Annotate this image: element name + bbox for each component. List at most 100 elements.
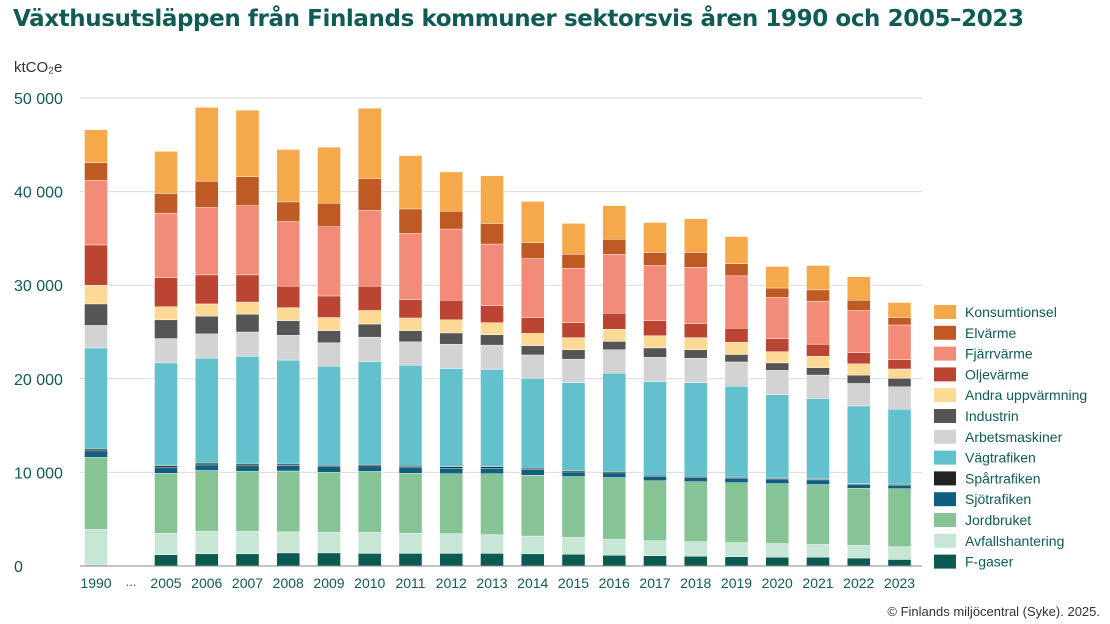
bar-segment (317, 466, 341, 473)
bar-segment (806, 484, 830, 545)
bar-segment (602, 328, 626, 342)
bar-segment (847, 299, 871, 311)
bar-segment (154, 362, 178, 467)
bar-segment (602, 477, 626, 540)
y-tick-label: 10 000 (14, 465, 63, 482)
bar-segment (602, 472, 626, 478)
bar-segment (887, 359, 912, 370)
x-tick-label: 2021 (802, 575, 833, 591)
bar-segment (480, 466, 504, 469)
bar-segment (847, 352, 871, 365)
bar-segment (480, 334, 504, 346)
bar-segment (806, 356, 830, 368)
bar-segment (154, 533, 178, 555)
bar-segment (521, 345, 545, 356)
bar-segment (235, 356, 260, 465)
bar-segment (480, 473, 504, 535)
bar-segment (439, 299, 463, 321)
bar-segment (847, 484, 871, 489)
bar-segment (806, 265, 830, 291)
bar-segment (480, 322, 504, 336)
bar-segment (154, 554, 178, 567)
bar-segment (643, 265, 667, 321)
bar-segment (602, 341, 626, 350)
bar-segment (724, 354, 749, 363)
bar-segment (480, 467, 504, 475)
bar-segment (847, 545, 871, 559)
bar-segment (765, 351, 789, 364)
bar-segment (154, 473, 178, 534)
bar-stack-2005 (154, 151, 178, 567)
bar-segment (235, 301, 260, 315)
legend-swatch (934, 513, 956, 527)
bar-segment (684, 382, 708, 477)
bar-segment (521, 467, 545, 470)
bar-segment (276, 221, 300, 287)
bar-segment (276, 531, 300, 554)
bar-segment (643, 381, 667, 476)
bar-segment (521, 469, 545, 476)
bar-segment (561, 470, 586, 473)
legend-label: Spårtrafiken (965, 470, 1040, 486)
bar-segment (358, 336, 382, 362)
bar-stack-2011 (398, 155, 423, 567)
bar-segment (154, 465, 178, 468)
bar-stack-2022 (847, 276, 871, 567)
bar-segment (887, 386, 912, 410)
x-tick-label: 2009 (313, 575, 344, 591)
bar-segment (439, 466, 463, 469)
y-tick-label: 50 000 (14, 91, 63, 108)
legend: Konsumtionsel Elvärme Fjärrvärme Oljevärme A… (934, 304, 1087, 570)
bar-segment (684, 323, 708, 338)
bar-segment (235, 274, 260, 303)
bar-segment (439, 368, 463, 467)
bar-segment (724, 482, 749, 543)
bar-stack-2013 (480, 175, 504, 567)
bar-segment (643, 555, 667, 567)
bar-segment (358, 285, 382, 311)
x-tick-label: 2008 (273, 575, 304, 591)
bar-segment (84, 325, 108, 349)
bar-segment (276, 470, 300, 533)
bar-segment (317, 317, 341, 331)
bar-segment (317, 226, 341, 297)
bar-segment (84, 180, 108, 246)
legend-label: Oljevärme (965, 366, 1029, 382)
bar-segment (765, 338, 789, 352)
bar-segment (154, 212, 178, 278)
bar-segment (602, 539, 626, 556)
bar-segment (561, 254, 586, 269)
legend-swatch (934, 346, 956, 361)
bar-segment (765, 297, 789, 339)
bar-segment (317, 552, 341, 567)
bar-segment (806, 544, 830, 558)
bar-segment (398, 233, 423, 300)
legend-swatch (934, 450, 956, 465)
bar-segment (602, 313, 626, 330)
bar-segment (806, 479, 830, 485)
bar-segment (154, 467, 178, 474)
legend-swatch (934, 367, 956, 382)
bar-stack-2017 (643, 222, 667, 567)
bar-segment (480, 175, 504, 224)
bar-segment (765, 543, 789, 558)
bar-segment (154, 319, 178, 339)
x-tick-label: 2011 (395, 575, 425, 591)
bar-segment (154, 306, 178, 321)
legend-label: Industrin (965, 408, 1019, 424)
bar-segment (887, 302, 912, 318)
x-tick-label: 2019 (721, 575, 752, 591)
bar-segment (521, 242, 545, 259)
bar-segment (235, 331, 260, 357)
legend-label: Fjärrvärme (965, 346, 1033, 362)
bar-stack-2007 (235, 109, 260, 567)
bar-segment (561, 382, 586, 471)
legend-swatch (934, 325, 956, 340)
bar-segment (521, 475, 545, 537)
bar-segment (561, 358, 586, 383)
bar-segment (358, 464, 382, 467)
bar-segment (887, 488, 912, 548)
legend-label: Elvärme (965, 325, 1017, 341)
bar-segment (806, 374, 830, 399)
